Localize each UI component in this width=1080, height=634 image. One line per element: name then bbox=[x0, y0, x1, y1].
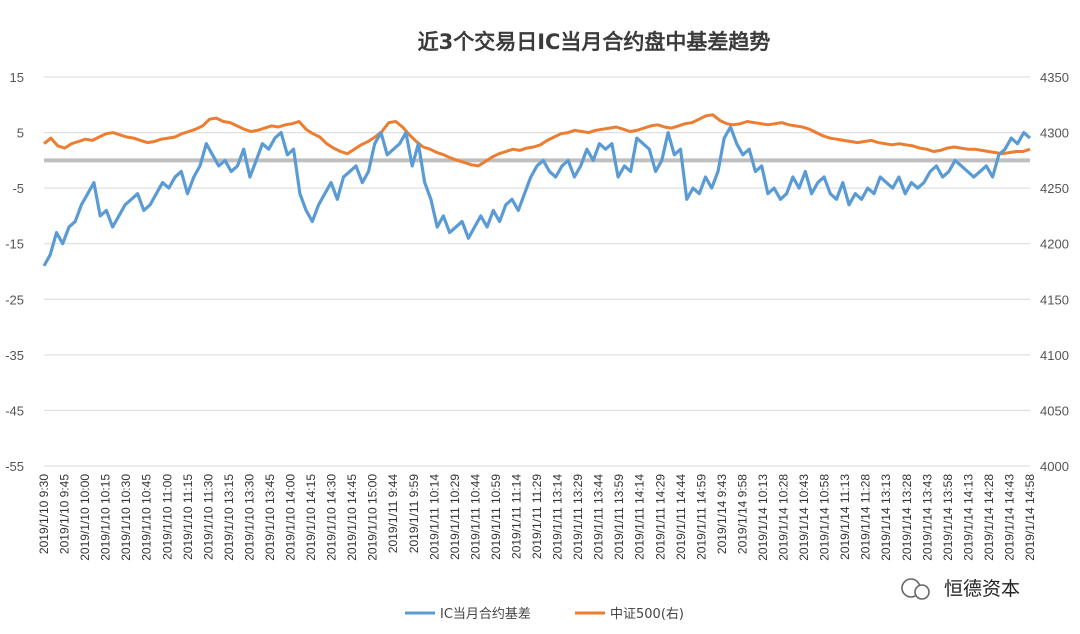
x-tick-label: 2019/1/10 14:30 bbox=[325, 474, 339, 561]
x-tick-label: 2019/1/14 13:43 bbox=[920, 474, 934, 561]
x-tick-label: 2019/1/11 13:29 bbox=[571, 474, 585, 560]
x-tick-label: 2019/1/14 10:13 bbox=[756, 474, 770, 561]
x-tick-label: 2019/1/11 14:29 bbox=[653, 474, 667, 560]
x-tick-label: 2019/1/11 10:14 bbox=[427, 474, 441, 560]
legend[interactable]: IC当月合约基差 中证500(右) bbox=[405, 607, 684, 622]
x-tick-label: 2019/1/14 9:43 bbox=[715, 474, 729, 554]
y-right-tick-label: 4150 bbox=[1040, 292, 1069, 307]
x-tick-label: 2019/1/11 10:44 bbox=[468, 474, 482, 560]
y-right-tick-label: 4000 bbox=[1040, 459, 1069, 474]
x-tick-label: 2019/1/10 11:30 bbox=[201, 474, 215, 560]
x-tick-label: 2019/1/11 14:44 bbox=[674, 474, 688, 560]
series-lines bbox=[42, 113, 1032, 267]
y-right-tick-label: 4350 bbox=[1040, 70, 1069, 85]
y-right-tick-label: 4300 bbox=[1040, 126, 1069, 141]
x-tick-label: 2019/1/10 10:15 bbox=[99, 474, 113, 561]
x-tick-label: 2019/1/14 14:13 bbox=[961, 474, 975, 561]
x-tick-label: 2019/1/10 15:00 bbox=[366, 474, 380, 561]
x-tick-label: 2019/1/14 10:58 bbox=[818, 474, 832, 561]
x-tick-label: 2019/1/10 13:15 bbox=[222, 474, 236, 561]
y-left-tick-label: 5 bbox=[17, 126, 24, 141]
y-left-tick-label: -25 bbox=[5, 292, 24, 307]
x-tick-label: 2019/1/11 13:14 bbox=[551, 474, 565, 560]
x-tick-label: 2019/1/14 11:13 bbox=[838, 474, 852, 560]
x-tick-label: 2019/1/11 14:59 bbox=[694, 474, 708, 560]
gridlines bbox=[44, 76, 1030, 467]
y-axis-left: 15 5 -5 -15 -25 -35 -45 -55 bbox=[5, 70, 24, 474]
x-tick-label: 2019/1/11 11:29 bbox=[530, 474, 544, 559]
y-left-tick-label: -55 bbox=[5, 459, 24, 474]
y-left-tick-label: 15 bbox=[10, 70, 24, 85]
x-axis: 2019/1/10 9:30 2019/1/10 9:45 2019/1/10 10… bbox=[37, 474, 1037, 561]
x-tick-label: 2019/1/10 14:45 bbox=[345, 474, 359, 561]
y-left-tick-label: -15 bbox=[5, 237, 24, 252]
watermark-text: 恒德资本 bbox=[944, 578, 1020, 600]
x-tick-label: 2019/1/11 9:44 bbox=[386, 474, 400, 554]
x-tick-label: 2019/1/14 13:13 bbox=[879, 474, 893, 561]
x-tick-label: 2019/1/14 9:58 bbox=[735, 474, 749, 554]
x-tick-label: 2019/1/10 14:00 bbox=[284, 474, 298, 561]
x-tick-label: 2019/1/14 13:28 bbox=[900, 474, 914, 561]
x-tick-label: 2019/1/11 11:14 bbox=[509, 474, 523, 559]
x-tick-label: 2019/1/11 13:44 bbox=[592, 474, 606, 560]
y-right-tick-label: 4250 bbox=[1040, 181, 1069, 196]
x-tick-label: 2019/1/14 10:43 bbox=[797, 474, 811, 561]
x-tick-label: 2019/1/10 9:45 bbox=[58, 474, 72, 554]
x-tick-label: 2019/1/10 13:30 bbox=[242, 474, 256, 561]
x-tick-label: 2019/1/14 14:58 bbox=[1023, 474, 1037, 561]
x-tick-label: 2019/1/10 11:15 bbox=[181, 474, 195, 560]
y-right-tick-label: 4200 bbox=[1040, 237, 1069, 252]
y-left-tick-label: -45 bbox=[5, 403, 24, 418]
x-tick-label: 2019/1/10 10:45 bbox=[140, 474, 154, 561]
y-right-tick-label: 4100 bbox=[1040, 348, 1069, 363]
x-tick-label: 2019/1/14 14:43 bbox=[1002, 474, 1016, 561]
x-tick-label: 2019/1/11 10:59 bbox=[489, 474, 503, 560]
x-tick-label: 2019/1/10 9:30 bbox=[37, 474, 51, 554]
x-tick-label: 2019/1/10 14:15 bbox=[304, 474, 318, 561]
x-tick-label: 2019/1/10 10:00 bbox=[78, 474, 92, 561]
x-tick-label: 2019/1/14 11:28 bbox=[859, 474, 873, 560]
series-line-0 bbox=[42, 125, 1032, 267]
y-left-tick-label: -35 bbox=[5, 348, 24, 363]
y-axis-right: 4350 4300 4250 4200 4150 4100 4050 4000 bbox=[1040, 70, 1069, 474]
series-line-1 bbox=[43, 113, 1031, 168]
x-tick-label: 2019/1/11 9:59 bbox=[407, 474, 421, 554]
chat-bubble-icon-secondary bbox=[914, 584, 930, 600]
x-tick-label: 2019/1/11 10:29 bbox=[448, 474, 462, 560]
x-tick-label: 2019/1/11 14:14 bbox=[633, 474, 647, 560]
x-tick-label: 2019/1/10 10:30 bbox=[119, 474, 133, 561]
x-tick-label: 2019/1/10 11:00 bbox=[160, 474, 174, 560]
x-tick-label: 2019/1/14 14:28 bbox=[982, 474, 996, 561]
x-tick-label: 2019/1/14 13:58 bbox=[941, 474, 955, 561]
x-tick-label: 2019/1/10 13:45 bbox=[263, 474, 277, 561]
watermark: 恒德资本 bbox=[901, 578, 1020, 600]
chart-title: 近3个交易日IC当月合约盘中基差趋势 bbox=[418, 30, 771, 54]
y-left-tick-label: -5 bbox=[12, 181, 24, 196]
x-tick-label: 2019/1/11 13:59 bbox=[612, 474, 626, 560]
y-right-tick-label: 4050 bbox=[1040, 403, 1069, 418]
legend-label[interactable]: 中证500(右) bbox=[610, 607, 684, 622]
x-tick-label: 2019/1/14 10:28 bbox=[777, 474, 791, 561]
legend-label[interactable]: IC当月合约基差 bbox=[440, 607, 531, 622]
